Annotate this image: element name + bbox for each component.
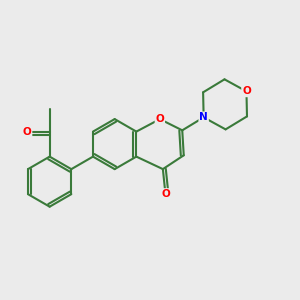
Text: O: O <box>242 86 251 96</box>
Text: O: O <box>23 127 32 136</box>
Text: O: O <box>161 189 170 199</box>
Text: O: O <box>155 114 164 124</box>
Text: N: N <box>199 112 208 122</box>
